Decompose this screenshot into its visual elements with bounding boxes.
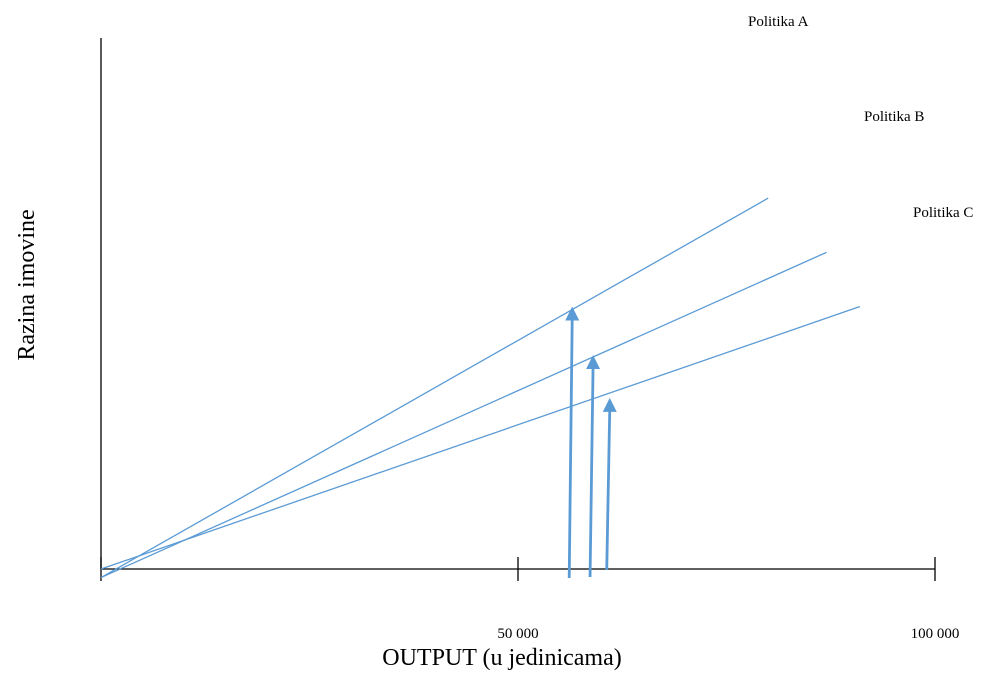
arrow-shaft xyxy=(588,367,595,578)
series-label: Politika C xyxy=(913,205,973,221)
arrow-layer xyxy=(565,306,617,579)
arrow-shaft xyxy=(605,409,612,571)
series-line xyxy=(100,251,827,579)
series-label: Politika B xyxy=(864,109,924,125)
x-axis-label: OUTPUT (u jedinicama) xyxy=(382,645,622,671)
label-layer: 50 000 100 000 Politika A Politika B Politik… xyxy=(497,14,973,642)
arrow-shaft xyxy=(567,318,574,579)
arrow-head xyxy=(586,355,601,370)
series-line xyxy=(100,197,769,579)
series-label: Politika A xyxy=(748,14,809,30)
axes xyxy=(100,38,936,581)
series-line xyxy=(100,305,861,570)
arrow-head xyxy=(602,397,617,412)
arrow-head xyxy=(565,306,580,321)
y-axis-label: Razina imovine xyxy=(14,209,40,360)
series-layer xyxy=(100,197,861,579)
x-tick-label: 100 000 xyxy=(911,626,960,642)
x-tick-label: 50 000 xyxy=(497,626,538,642)
